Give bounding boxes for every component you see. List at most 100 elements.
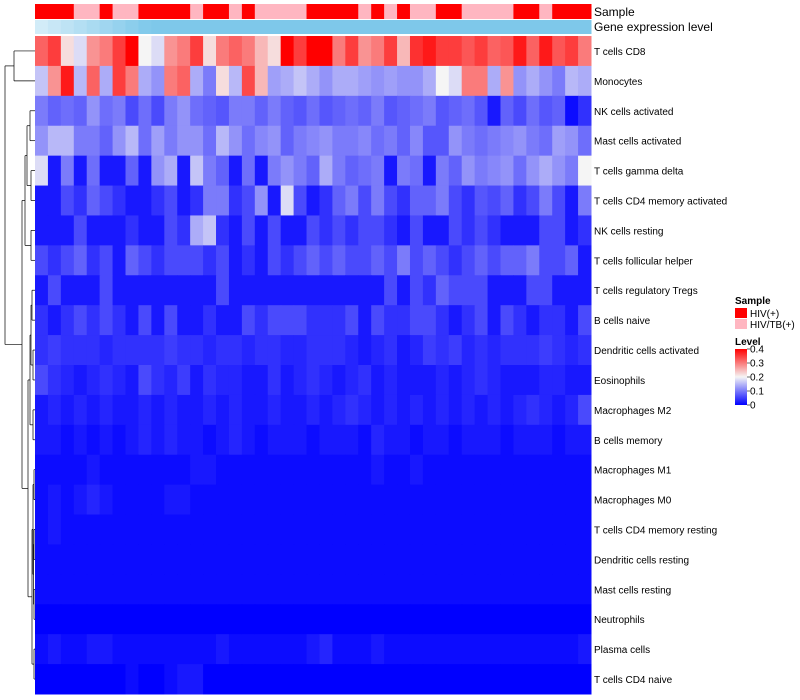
heatmap-cell (35, 36, 49, 67)
heatmap-cell (474, 365, 489, 396)
expression-track-label: Gene expression level (594, 20, 713, 34)
heatmap-cell (526, 544, 540, 575)
heatmap-cell (487, 155, 501, 187)
heatmap-cell (539, 125, 553, 157)
heatmap-cell (358, 305, 372, 336)
heatmap-cell (384, 484, 398, 516)
heatmap-cell (125, 365, 139, 396)
heatmap-cell (73, 424, 88, 456)
heatmap-cell (358, 514, 372, 545)
heatmap-cell (345, 484, 359, 516)
heatmap-cell (526, 305, 540, 336)
heatmap-cell (435, 604, 450, 635)
heatmap-cell (384, 514, 398, 545)
heatmap-cell (35, 275, 49, 306)
expression-annotation-cell (448, 20, 463, 34)
heatmap-cell (448, 424, 463, 456)
heatmap-cell (112, 305, 127, 336)
heatmap-cell (487, 544, 501, 575)
heatmap-cell (526, 424, 540, 456)
heatmap-cell (73, 215, 88, 246)
heatmap-cell (190, 275, 204, 306)
heatmap-cell (216, 125, 230, 157)
heatmap-cell (60, 514, 75, 545)
heatmap-cell (552, 95, 566, 127)
heatmap-cell (409, 454, 424, 486)
row-label: B cells memory (594, 436, 662, 447)
heatmap-cell (448, 305, 463, 336)
heatmap-cell (448, 574, 463, 605)
heatmap-cell (409, 215, 424, 246)
heatmap-cell (345, 125, 359, 157)
row-label: NK cells activated (594, 107, 673, 118)
heatmap-cell (125, 634, 139, 665)
heatmap-cell (177, 155, 191, 187)
heatmap-cell (539, 424, 553, 456)
heatmap-cell (358, 484, 372, 516)
heatmap-cell (384, 424, 398, 456)
heatmap-cell (151, 155, 165, 187)
heatmap-cell (86, 604, 101, 635)
heatmap-cell (448, 514, 463, 545)
heatmap-cell (216, 424, 230, 456)
heatmap-cell (319, 514, 333, 545)
heatmap-cell (228, 65, 243, 97)
heatmap-cell (280, 634, 295, 665)
expression-annotation-cell (216, 20, 230, 34)
heatmap-cell (384, 664, 398, 695)
heatmap-cell (254, 335, 269, 366)
heatmap-cell (461, 155, 476, 187)
heatmap-cell (73, 125, 88, 157)
heatmap-cell (99, 454, 114, 486)
heatmap-cell (254, 514, 269, 545)
heatmap-cell (474, 484, 489, 516)
heatmap-cell (112, 215, 127, 246)
heatmap-cell (552, 484, 566, 516)
heatmap-cell (345, 604, 359, 635)
heatmap-cell (35, 574, 49, 605)
heatmap-cell (552, 424, 566, 456)
heatmap-cell (164, 275, 178, 306)
heatmap-cell (151, 424, 165, 456)
legend-label-hiv-tb: HIV/TB(+) (750, 320, 795, 331)
heatmap-cell (99, 36, 114, 67)
heatmap-cell (151, 574, 165, 605)
legend-level-title: Level (735, 337, 761, 348)
heatmap-cell (539, 514, 553, 545)
heatmap-cell (125, 424, 139, 456)
heatmap-cell (513, 544, 527, 575)
heatmap-cell (112, 275, 127, 306)
heatmap-cell (293, 36, 308, 67)
heatmap-cell (216, 155, 230, 187)
heatmap-cell (526, 36, 540, 67)
heatmap-cell (112, 664, 127, 695)
row-label: T cells CD8 (594, 47, 646, 58)
heatmap-cell (371, 95, 385, 127)
heatmap-cell (358, 335, 372, 366)
heatmap-cell (280, 424, 295, 456)
heatmap-cell (345, 514, 359, 545)
heatmap-cell (565, 305, 579, 336)
heatmap-cell (203, 514, 217, 545)
heatmap-cell (99, 634, 114, 665)
expression-annotation-cell (138, 20, 152, 34)
heatmap-cell (177, 365, 191, 396)
heatmap-cell (254, 664, 269, 695)
heatmap-cell (384, 335, 398, 366)
heatmap-cell (500, 634, 514, 665)
heatmap-cell (60, 305, 75, 336)
heatmap-cell (345, 155, 359, 187)
heatmap-cell (345, 664, 359, 695)
heatmap-cell (241, 394, 256, 426)
heatmap-cell (397, 335, 411, 366)
heatmap-cell (435, 424, 450, 456)
heatmap-cell (125, 394, 139, 426)
heatmap-cell (86, 544, 101, 575)
heatmap-cell (565, 424, 579, 456)
heatmap-cell (73, 36, 88, 67)
heatmap-cell (565, 394, 579, 426)
heatmap-cell (319, 305, 333, 336)
heatmap-cell (241, 574, 256, 605)
heatmap-cell (99, 95, 114, 127)
heatmap-cell (60, 65, 75, 97)
